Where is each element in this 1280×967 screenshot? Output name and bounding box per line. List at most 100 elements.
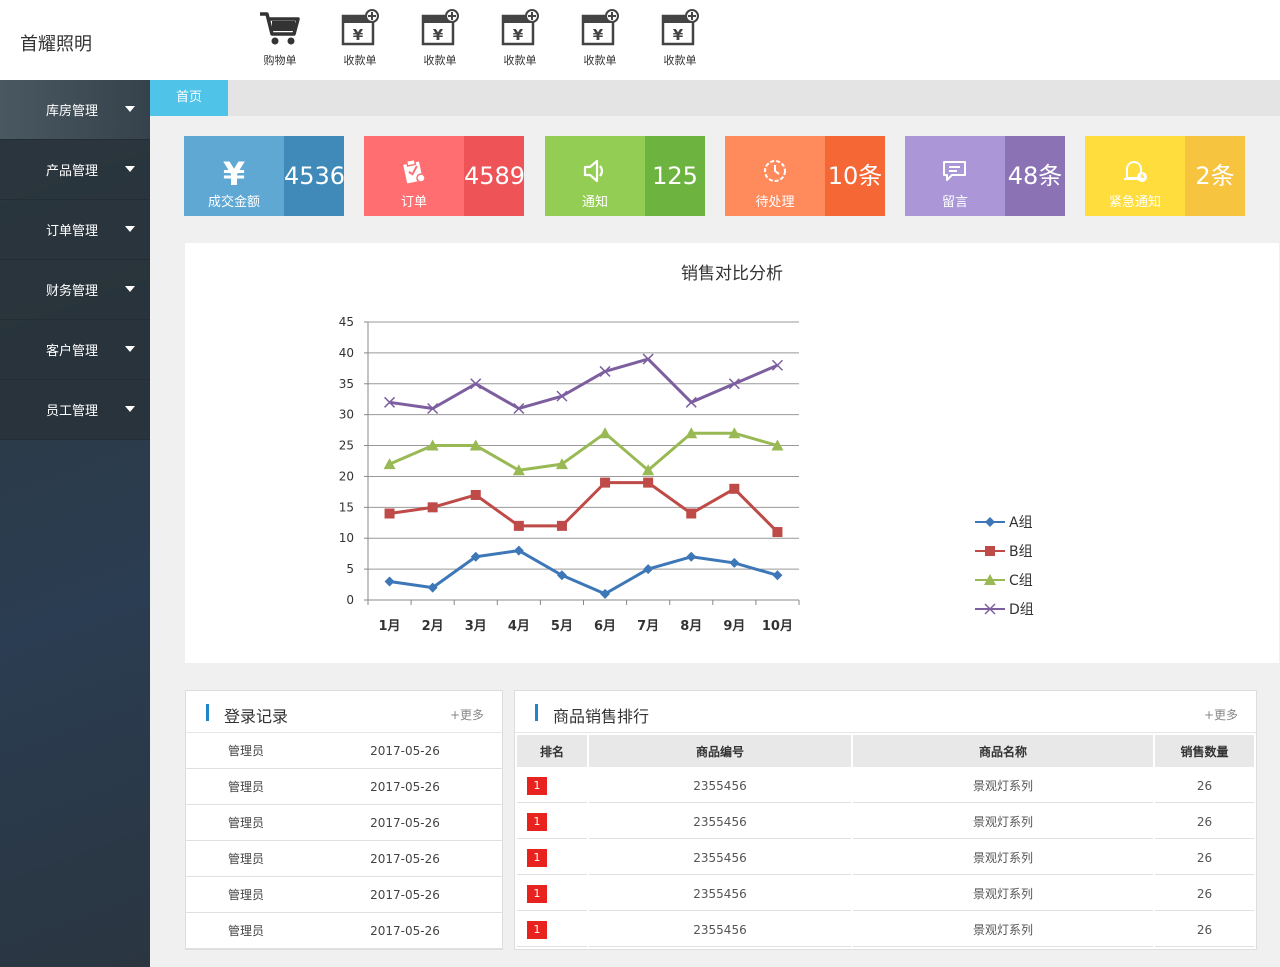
product-name: 景观灯系列 <box>853 805 1153 839</box>
login-list: 管理员 2017-05-26 管理员 2017-05-26 管理员 2017-05-26 管… <box>186 733 502 949</box>
product-name: 景观灯系列 <box>853 877 1153 911</box>
sidebar-item-orders[interactable]: 订单管理 <box>0 200 150 260</box>
login-date: 2017-05-26 <box>370 780 440 794</box>
data-point-square <box>513 520 524 531</box>
series-line <box>389 357 779 410</box>
data-point-x <box>642 353 654 365</box>
rank-badge: 1 <box>527 884 547 903</box>
toolbar-label: 收款单 <box>423 54 457 67</box>
stat-card-label: 订单 <box>400 195 427 210</box>
toolbar-receipt-button[interactable]: ¥ 收款单 <box>400 8 480 68</box>
product-code: 2355456 <box>589 805 851 839</box>
receipt-icon: ¥ <box>421 9 459 46</box>
data-point-triangle <box>426 439 439 451</box>
toolbar-label: 收款单 <box>663 54 697 67</box>
x-tick-label: 2月 <box>422 619 444 634</box>
login-user: 管理员 <box>186 769 308 804</box>
toolbar-receipt-button[interactable]: ¥ 收款单 <box>560 8 640 68</box>
stat-card-value: 4536.2 <box>284 136 344 216</box>
stat-card-label: 成交金额 <box>207 195 260 210</box>
data-point-triangle <box>728 427 741 439</box>
data-point-x <box>384 396 396 408</box>
toolbar-receipt-button[interactable]: ¥ 收款单 <box>480 8 560 68</box>
toolbar: 购物单 ¥ 收款单 ¥ 收款单 <box>240 8 720 68</box>
sidebar-item-customers[interactable]: 客户管理 <box>0 320 150 380</box>
data-point-triangle <box>642 464 655 476</box>
rank-cell: 1 <box>517 769 587 803</box>
product-name: 景观灯系列 <box>853 841 1153 875</box>
sidebar-item-warehouse[interactable]: 库房管理 <box>0 80 150 140</box>
data-point-square <box>985 546 995 556</box>
toolbar-receipt-button[interactable]: ¥ 收款单 <box>320 8 400 68</box>
sidebar-item-finance[interactable]: 财务管理 <box>0 260 150 320</box>
stat-card-value: 48条 <box>1005 136 1065 216</box>
x-tick-label: 9月 <box>723 619 745 634</box>
data-point-diamond <box>985 517 995 527</box>
svg-text:¥: ¥ <box>353 26 364 44</box>
y-tick-label: 35 <box>339 377 354 391</box>
sidebar-item-products[interactable]: 产品管理 <box>0 140 150 200</box>
data-point-diamond <box>600 588 611 599</box>
product-code: 2355456 <box>589 913 851 947</box>
rank-badge: 1 <box>527 776 547 795</box>
panel-title: 商品销售排行 <box>553 707 650 726</box>
login-user: 管理员 <box>186 805 308 840</box>
rank-badge: 1 <box>527 812 547 831</box>
x-tick-label: 8月 <box>680 619 702 634</box>
yen-icon: ¥ <box>223 158 245 188</box>
stat-card-label: 留言 <box>941 195 968 210</box>
y-tick-label: 20 <box>339 469 354 483</box>
data-point-square <box>556 520 567 531</box>
login-date: 2017-05-26 <box>370 888 440 902</box>
x-tick-label: 7月 <box>637 619 659 634</box>
tab-home[interactable]: 首页 <box>150 80 228 116</box>
data-point-diamond <box>384 576 395 587</box>
toolbar-label: 购物单 <box>263 54 297 67</box>
rank-cell: 1 <box>517 877 587 911</box>
receipt-icon: ¥ <box>341 9 379 46</box>
sidebar-item-staff[interactable]: 员工管理 <box>0 380 150 440</box>
rank-cell: 1 <box>517 913 587 947</box>
login-date: 2017-05-26 <box>370 816 440 830</box>
data-point-diamond <box>427 582 438 593</box>
data-point-square <box>729 483 740 494</box>
alarm-icon <box>1124 161 1147 182</box>
tab-bar: 首页 <box>150 80 1280 116</box>
legend-label: D组 <box>1009 602 1034 618</box>
ranking-body: 1 2355456 景观灯系列 26 1 2355456 景观灯系列 26 1 2355456 景观… <box>517 769 1254 947</box>
ranking-table: 排名 商品编号 商品名称 销售数量 1 2355456 景观灯系列 26 1 235545… <box>515 733 1256 949</box>
rank-badge: 1 <box>527 920 547 939</box>
login-date: 2017-05-26 <box>370 852 440 866</box>
data-point-diamond <box>513 545 524 556</box>
x-tick-label: 1月 <box>379 619 401 634</box>
stat-card-label: 通知 <box>581 195 608 210</box>
stat-card-orders[interactable]: 订单 4589 <box>364 136 524 216</box>
stat-card-pending[interactable]: 待处理 10条 <box>725 136 885 216</box>
svg-text:¥: ¥ <box>673 26 684 44</box>
series-line <box>389 549 778 596</box>
data-point-square <box>384 508 395 519</box>
sales-chart-panel: 销售对比分析 0 5 10 15 20 25 30 35 40 45 1月 2月 3月 4月 5月 6月 7月 8… <box>185 243 1279 663</box>
data-point-diamond <box>470 551 481 562</box>
more-link[interactable]: +更多 <box>449 708 484 722</box>
caret-down-icon <box>125 106 135 112</box>
y-tick-label: 0 <box>346 593 354 607</box>
speaker-icon <box>583 159 604 183</box>
more-link[interactable]: +更多 <box>1203 708 1238 722</box>
data-point-x <box>728 378 740 390</box>
stat-card-urgent[interactable]: 紧急通知 2条 <box>1085 136 1245 216</box>
toolbar-cart-button[interactable]: 购物单 <box>240 8 320 68</box>
column-header: 商品编号 <box>589 735 851 767</box>
sales-ranking-panel: 商品销售排行 +更多 排名 商品编号 商品名称 销售数量 1 2355456 景观灯… <box>514 690 1257 950</box>
svg-text:¥: ¥ <box>593 26 604 44</box>
clock-icon <box>764 160 786 182</box>
table-row: 1 2355456 景观灯系列 26 <box>517 841 1254 875</box>
stat-card-revenue[interactable]: ¥ 成交金额 4536.2 <box>184 136 344 216</box>
y-tick-label: 5 <box>346 562 354 576</box>
toolbar-receipt-button[interactable]: ¥ 收款单 <box>640 8 720 68</box>
stat-card-messages[interactable]: 留言 48条 <box>905 136 1065 216</box>
data-point-triangle <box>469 439 482 451</box>
stat-card-notices[interactable]: 通知 125 <box>545 136 705 216</box>
sales-qty: 26 <box>1155 841 1254 875</box>
title-accent <box>535 704 538 721</box>
